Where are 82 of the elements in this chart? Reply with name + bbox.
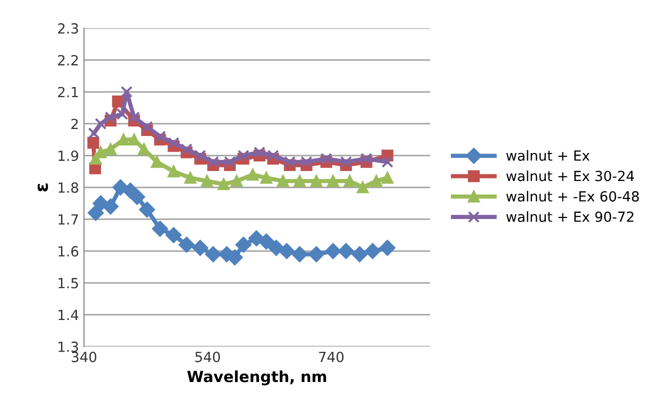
point	[300, 156, 312, 168]
point	[268, 240, 284, 256]
point	[207, 156, 220, 168]
point	[178, 236, 195, 253]
point	[340, 156, 352, 168]
point	[168, 136, 180, 149]
point	[184, 172, 196, 184]
point	[267, 150, 280, 162]
y-axis-title: ε	[38, 184, 48, 192]
point	[141, 121, 153, 133]
point	[129, 189, 146, 205]
point	[88, 204, 104, 221]
point	[236, 236, 252, 253]
point	[360, 152, 372, 165]
point	[246, 168, 259, 181]
x-tick-label: 540	[195, 352, 220, 362]
point	[230, 175, 243, 187]
point	[104, 143, 116, 156]
legend-label: walnut + -Ex 60-48	[506, 190, 639, 202]
point	[205, 246, 222, 262]
point	[218, 178, 230, 190]
point	[370, 175, 382, 187]
point	[284, 156, 296, 168]
y-tick-label: 2.2	[58, 55, 78, 66]
y-tick-label: 2.3	[58, 23, 78, 34]
point	[154, 130, 166, 142]
point	[278, 243, 295, 259]
point	[94, 118, 107, 130]
y-tick-label: 2	[71, 118, 78, 129]
point	[151, 156, 163, 168]
point	[382, 156, 394, 168]
point	[382, 172, 394, 184]
point	[338, 243, 354, 259]
point	[118, 134, 130, 146]
point	[192, 240, 208, 256]
y-tick-label: 1.8	[58, 182, 78, 193]
legend-label: walnut + Ex 30-24	[506, 170, 634, 182]
x-tick-label: 740	[319, 352, 344, 362]
point	[364, 243, 381, 259]
legend-label: walnut + Ex	[506, 150, 590, 161]
point	[166, 227, 182, 244]
x-axis-title: Wavelength, nm	[187, 370, 326, 386]
point	[168, 166, 180, 178]
point	[224, 156, 236, 168]
y-tick-label: 1.7	[58, 214, 78, 225]
legend-label: walnut + Ex 90-72	[506, 211, 634, 222]
point	[344, 175, 356, 187]
point	[308, 246, 324, 262]
point	[138, 143, 150, 156]
y-tick-label: 1.3	[58, 342, 78, 352]
point	[102, 198, 118, 214]
point	[238, 150, 250, 162]
point	[258, 234, 274, 250]
point	[112, 179, 128, 196]
x-tick-label: 340	[72, 352, 96, 362]
point	[294, 175, 306, 187]
point	[352, 246, 368, 262]
point	[320, 152, 332, 165]
point	[310, 175, 322, 187]
point	[277, 175, 289, 187]
point	[87, 136, 100, 149]
point	[201, 175, 213, 187]
y-tick-label: 1.6	[58, 246, 78, 257]
point	[325, 243, 341, 259]
point	[292, 246, 308, 262]
point	[152, 220, 168, 237]
point	[260, 172, 272, 184]
point	[380, 240, 396, 256]
y-tick-label: 1.9	[58, 150, 78, 162]
y-tick-label: 1.5	[58, 278, 78, 288]
point	[254, 146, 266, 158]
point	[128, 134, 140, 146]
point	[120, 86, 133, 98]
y-tick-label: 2.1	[58, 86, 78, 98]
point	[327, 175, 339, 187]
point	[112, 96, 124, 108]
point	[88, 127, 100, 140]
point	[139, 202, 155, 218]
point	[180, 143, 192, 156]
point	[194, 150, 206, 162]
y-tick-label: 1.4	[58, 310, 78, 320]
point	[356, 181, 369, 194]
